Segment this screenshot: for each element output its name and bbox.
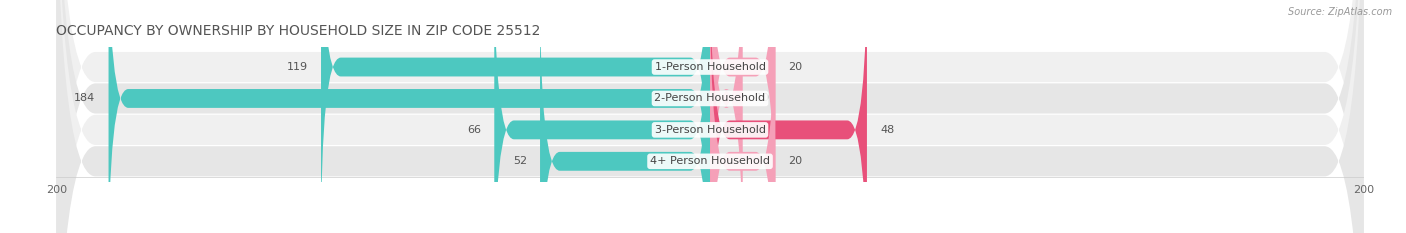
FancyBboxPatch shape	[108, 0, 710, 233]
FancyBboxPatch shape	[56, 0, 1364, 233]
FancyBboxPatch shape	[495, 0, 710, 233]
Text: 4+ Person Household: 4+ Person Household	[650, 156, 770, 166]
Text: 119: 119	[287, 62, 308, 72]
FancyBboxPatch shape	[710, 0, 742, 233]
FancyBboxPatch shape	[56, 0, 1364, 233]
FancyBboxPatch shape	[540, 0, 710, 233]
FancyBboxPatch shape	[321, 0, 710, 233]
Text: 52: 52	[513, 156, 527, 166]
Text: 66: 66	[467, 125, 481, 135]
Text: 1-Person Household: 1-Person Household	[655, 62, 765, 72]
FancyBboxPatch shape	[710, 0, 868, 233]
Text: 10: 10	[756, 93, 770, 103]
FancyBboxPatch shape	[710, 0, 776, 233]
FancyBboxPatch shape	[56, 0, 1364, 233]
Text: 20: 20	[789, 156, 803, 166]
Text: 48: 48	[880, 125, 894, 135]
Text: 20: 20	[789, 62, 803, 72]
Text: 3-Person Household: 3-Person Household	[655, 125, 765, 135]
FancyBboxPatch shape	[710, 0, 776, 233]
FancyBboxPatch shape	[56, 0, 1364, 233]
Text: OCCUPANCY BY OWNERSHIP BY HOUSEHOLD SIZE IN ZIP CODE 25512: OCCUPANCY BY OWNERSHIP BY HOUSEHOLD SIZE…	[56, 24, 541, 38]
Text: Source: ZipAtlas.com: Source: ZipAtlas.com	[1288, 7, 1392, 17]
Text: 2-Person Household: 2-Person Household	[654, 93, 766, 103]
Text: 184: 184	[75, 93, 96, 103]
